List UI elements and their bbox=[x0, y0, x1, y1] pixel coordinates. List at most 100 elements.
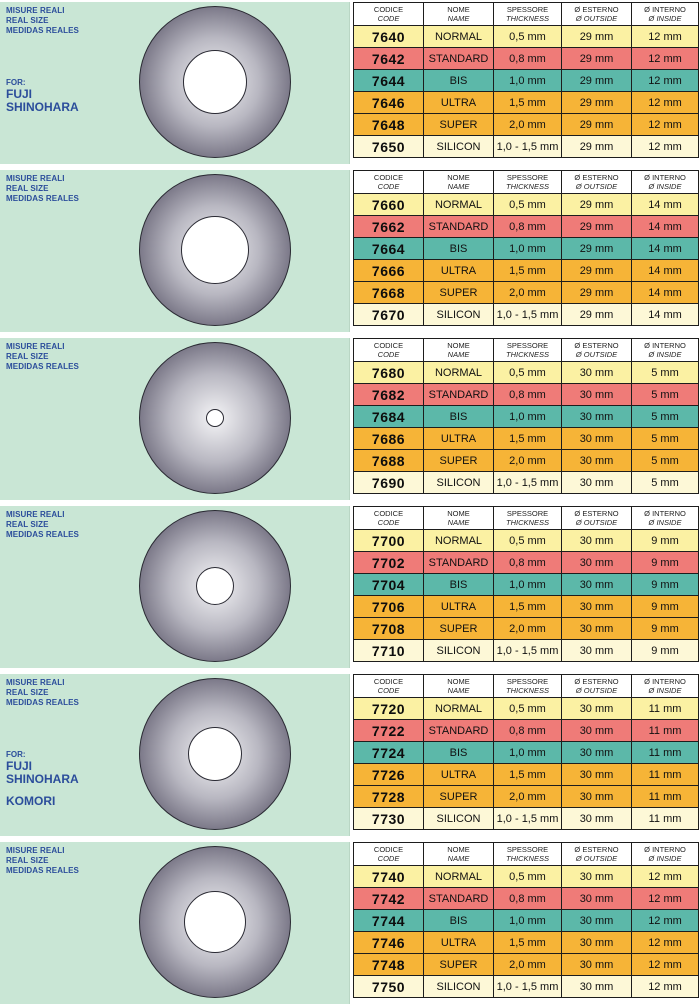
spec-table: CODICE CODE NOME NAME SPESSORE THICKNESS Ø EST… bbox=[353, 338, 699, 494]
inside-diameter-cell: 12 mm bbox=[631, 25, 699, 48]
column-header-main: SPESSORE bbox=[506, 173, 549, 182]
product-code-cell: 7680 bbox=[353, 361, 424, 384]
column-header-main: CODICE bbox=[373, 341, 404, 350]
outside-diameter-cell: 30 mm bbox=[561, 741, 632, 764]
product-code-cell: 7724 bbox=[353, 741, 424, 764]
table-row: 7706 ULTRA 1,5 mm 30 mm 9 mm bbox=[353, 595, 699, 618]
thickness-cell: 1,5 mm bbox=[493, 427, 562, 450]
real-size-panel: MISURE REALI REAL SIZE MEDIDAS REALES FOR: F… bbox=[0, 2, 350, 164]
real-size-label: MISURE REALI REAL SIZE MEDIDAS REALES bbox=[6, 6, 79, 36]
product-name-cell: SUPER bbox=[423, 617, 494, 640]
product-code-cell: 7670 bbox=[353, 303, 424, 326]
thickness-cell: 1,0 mm bbox=[493, 237, 562, 260]
inside-diameter-cell: 12 mm bbox=[631, 865, 699, 888]
outside-diameter-cell: 30 mm bbox=[561, 595, 632, 618]
column-header: NOME NAME bbox=[423, 674, 494, 698]
column-header-main: Ø ESTERNO bbox=[574, 845, 619, 854]
column-header: CODICE CODE bbox=[353, 338, 424, 362]
column-header-main: NOME bbox=[447, 845, 470, 854]
inside-diameter-cell: 14 mm bbox=[631, 303, 699, 326]
inside-diameter-cell: 5 mm bbox=[631, 427, 699, 450]
machine-brand-extra: KOMORI bbox=[6, 794, 56, 808]
product-code-cell: 7704 bbox=[353, 573, 424, 596]
column-header: NOME NAME bbox=[423, 506, 494, 530]
table-row: 7686 ULTRA 1,5 mm 30 mm 5 mm bbox=[353, 427, 699, 450]
real-size-text: REAL SIZE bbox=[6, 856, 49, 865]
column-header-main: NOME bbox=[447, 341, 470, 350]
washer-hole bbox=[181, 216, 249, 284]
thickness-cell: 1,0 mm bbox=[493, 909, 562, 932]
washer-hole bbox=[184, 891, 246, 953]
outside-diameter-cell: 30 mm bbox=[561, 383, 632, 406]
table-row: 7640 NORMAL 0,5 mm 29 mm 12 mm bbox=[353, 25, 699, 48]
product-code-cell: 7682 bbox=[353, 383, 424, 406]
product-name-cell: ULTRA bbox=[423, 259, 494, 282]
product-code-cell: 7748 bbox=[353, 953, 424, 976]
thickness-cell: 2,0 mm bbox=[493, 449, 562, 472]
column-header-main: NOME bbox=[447, 677, 470, 686]
outside-diameter-cell: 29 mm bbox=[561, 135, 632, 158]
product-name-cell: ULTRA bbox=[423, 931, 494, 954]
outside-diameter-cell: 29 mm bbox=[561, 47, 632, 70]
real-size-text: MISURE REALI bbox=[6, 678, 65, 687]
column-header-sub: NAME bbox=[447, 854, 470, 863]
inside-diameter-cell: 9 mm bbox=[631, 573, 699, 596]
product-name-cell: SILICON bbox=[423, 135, 494, 158]
machine-brand: SHINOHARA bbox=[6, 772, 79, 786]
column-header: SPESSORE THICKNESS bbox=[493, 842, 562, 866]
thickness-cell: 2,0 mm bbox=[493, 617, 562, 640]
column-header-main: CODICE bbox=[373, 173, 404, 182]
real-size-text: MEDIDAS REALES bbox=[6, 194, 79, 203]
column-header-main: Ø INTERNO bbox=[644, 5, 686, 14]
product-name-cell: BIS bbox=[423, 405, 494, 428]
column-header-sub: THICKNESS bbox=[506, 518, 549, 527]
column-header-main: Ø INTERNO bbox=[644, 173, 686, 182]
table-row: 7646 ULTRA 1,5 mm 29 mm 12 mm bbox=[353, 91, 699, 114]
product-section: MISURE REALI REAL SIZE MEDIDAS REALES CODIC… bbox=[0, 338, 700, 500]
thickness-cell: 1,5 mm bbox=[493, 595, 562, 618]
product-code-cell: 7740 bbox=[353, 865, 424, 888]
column-header-sub: NAME bbox=[447, 686, 470, 695]
thickness-cell: 1,5 mm bbox=[493, 763, 562, 786]
spec-table: CODICE CODE NOME NAME SPESSORE THICKNESS Ø EST… bbox=[353, 170, 699, 326]
thickness-cell: 1,0 mm bbox=[493, 405, 562, 428]
outside-diameter-cell: 30 mm bbox=[561, 909, 632, 932]
washer-disc-image bbox=[139, 342, 291, 494]
outside-diameter-cell: 30 mm bbox=[561, 573, 632, 596]
inside-diameter-cell: 5 mm bbox=[631, 449, 699, 472]
table-row: 7708 SUPER 2,0 mm 30 mm 9 mm bbox=[353, 617, 699, 640]
table-row: 7740 NORMAL 0,5 mm 30 mm 12 mm bbox=[353, 865, 699, 888]
product-code-cell: 7722 bbox=[353, 719, 424, 742]
real-size-panel: MISURE REALI REAL SIZE MEDIDAS REALES bbox=[0, 842, 350, 1004]
table-row: 7664 BIS 1,0 mm 29 mm 14 mm bbox=[353, 237, 699, 260]
column-header: Ø INTERNO Ø INSIDE bbox=[631, 674, 699, 698]
inside-diameter-cell: 14 mm bbox=[631, 259, 699, 282]
table-header-row: CODICE CODE NOME NAME SPESSORE THICKNESS Ø EST… bbox=[353, 170, 699, 194]
column-header-sub: NAME bbox=[447, 350, 470, 359]
column-header: SPESSORE THICKNESS bbox=[493, 170, 562, 194]
column-header-sub: Ø OUTSIDE bbox=[575, 14, 618, 23]
outside-diameter-cell: 30 mm bbox=[561, 361, 632, 384]
inside-diameter-cell: 9 mm bbox=[631, 639, 699, 662]
machine-brand: FUJI bbox=[6, 759, 33, 773]
column-header-sub: THICKNESS bbox=[506, 14, 549, 23]
washer-disc-image bbox=[139, 174, 291, 326]
table-header-row: CODICE CODE NOME NAME SPESSORE THICKNESS Ø EST… bbox=[353, 674, 699, 698]
compatibility-label: FOR: FUJI SHINOHARA KOMORI bbox=[6, 750, 79, 808]
product-code-cell: 7664 bbox=[353, 237, 424, 260]
product-code-cell: 7720 bbox=[353, 697, 424, 720]
product-code-cell: 7686 bbox=[353, 427, 424, 450]
thickness-cell: 1,0 mm bbox=[493, 741, 562, 764]
table-row: 7668 SUPER 2,0 mm 29 mm 14 mm bbox=[353, 281, 699, 304]
outside-diameter-cell: 29 mm bbox=[561, 69, 632, 92]
outside-diameter-cell: 29 mm bbox=[561, 259, 632, 282]
table-row: 7660 NORMAL 0,5 mm 29 mm 14 mm bbox=[353, 193, 699, 216]
thickness-cell: 1,5 mm bbox=[493, 931, 562, 954]
inside-diameter-cell: 11 mm bbox=[631, 807, 699, 830]
column-header: SPESSORE THICKNESS bbox=[493, 506, 562, 530]
outside-diameter-cell: 30 mm bbox=[561, 785, 632, 808]
spec-table: CODICE CODE NOME NAME SPESSORE THICKNESS Ø EST… bbox=[353, 2, 699, 158]
product-name-cell: BIS bbox=[423, 741, 494, 764]
real-size-text: MISURE REALI bbox=[6, 174, 65, 183]
spec-table: CODICE CODE NOME NAME SPESSORE THICKNESS Ø EST… bbox=[353, 842, 699, 998]
